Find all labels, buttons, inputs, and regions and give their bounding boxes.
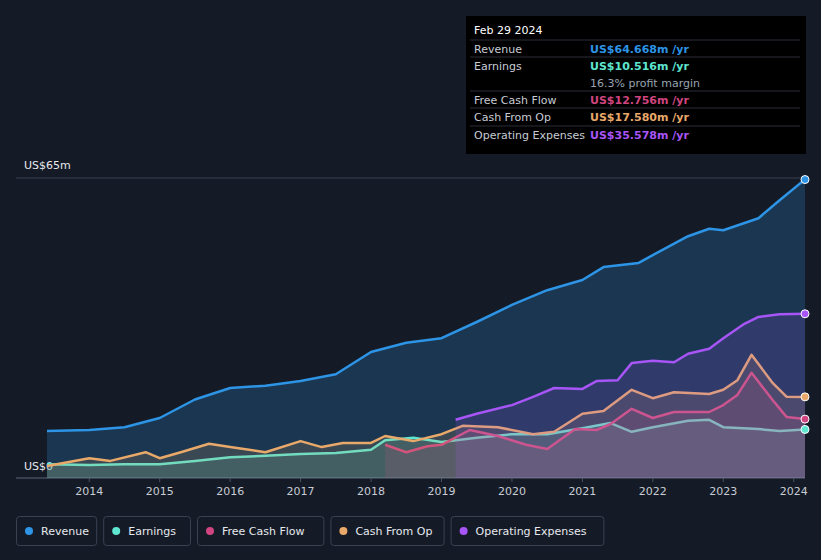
x-tick-label: 2016 [216,485,244,498]
legend-label: Revenue [41,525,89,538]
x-tick [582,478,583,482]
legend-item: Free Cash Flow [198,517,324,546]
tooltip-value: US$10.516m /yr [590,60,689,73]
tooltip-value: US$12.756m /yr [590,94,689,107]
chart: US$0US$65m201420152016201720182019202020… [0,0,821,560]
x-tick [230,478,231,482]
x-tick-label: 2020 [498,485,526,498]
end-dot [801,176,809,184]
x-tick [441,478,442,482]
legend-label: Earnings [128,525,176,538]
x-tick-label: 2021 [568,485,596,498]
x-tick-label: 2017 [287,485,315,498]
x-tick-label: 2019 [427,485,455,498]
legend-box [451,517,604,546]
tooltip-label: Free Cash Flow [474,94,557,107]
x-tick [652,478,653,482]
tooltip-value: 16.3% profit margin [590,77,700,90]
legend-item: Revenue [17,517,97,546]
end-dot [801,393,809,401]
legend-box [331,517,444,546]
x-tick [159,478,160,482]
x-tick [371,478,372,482]
x-tick [793,478,794,482]
tooltip-label: Operating Expenses [474,129,585,142]
legend-item: Operating Expenses [451,517,604,546]
tooltip-value: US$17.580m /yr [590,111,689,124]
legend-swatch [25,527,33,535]
x-tick-label: 2018 [357,485,385,498]
legend-swatch [460,527,468,535]
x-tick [89,478,90,482]
tooltip-separator [470,126,800,127]
background [0,0,821,560]
legend-item: Cash From Op [331,517,444,546]
x-tick-label: 2024 [780,485,808,498]
tooltip: Feb 29 2024 Revenue US$64.668m /yr Earnings… [466,16,806,154]
plot-area [47,180,805,479]
legend-label: Operating Expenses [476,525,587,538]
x-tick [300,478,301,482]
tooltip-separator [470,57,800,58]
tooltip-label: Revenue [474,43,522,56]
grid-line [16,178,805,179]
legend-box [17,517,97,546]
tooltip-box [466,16,806,154]
x-tick-label: 2014 [75,485,103,498]
legend-swatch [206,527,214,535]
tooltip-separator [470,108,800,109]
end-dot [801,310,809,318]
tooltip-value: US$35.578m /yr [590,129,689,142]
tooltip-date: Feb 29 2024 [474,24,542,37]
x-tick-label: 2022 [639,485,667,498]
end-dot [801,425,809,433]
series-area [47,180,805,479]
x-tick-label: 2023 [709,485,737,498]
tooltip-label: Cash From Op [474,111,551,124]
tooltip-separator [470,40,800,41]
legend-item: Earnings [104,517,191,546]
x-tick [511,478,512,482]
series-area [456,314,805,478]
tooltip-value: US$64.668m /yr [590,43,689,56]
legend-box [198,517,324,546]
legend-swatch [339,527,347,535]
tooltip-label: Earnings [474,60,522,73]
y-tick-label: US$65m [24,159,71,172]
series-line [456,314,805,420]
x-tick [723,478,724,482]
legend-swatch [112,527,120,535]
end-dot [801,415,809,423]
legend-label: Free Cash Flow [222,525,305,538]
legend-label: Cash From Op [355,525,432,538]
x-tick-label: 2015 [146,485,174,498]
legend-box [104,517,191,546]
tooltip-separator [470,91,800,92]
